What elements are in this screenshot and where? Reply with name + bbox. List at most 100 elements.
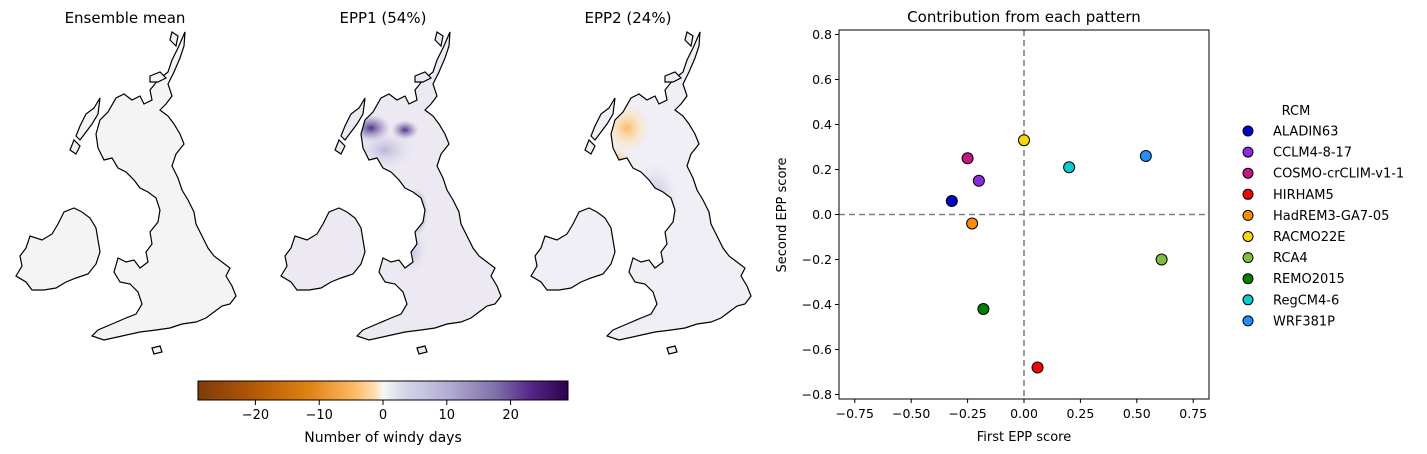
point-wrf381p (1139, 150, 1152, 162)
y-axis-label: Second EPP score (775, 158, 790, 273)
pattern-blob (392, 226, 428, 274)
britain-fill (607, 32, 751, 340)
shetland-outline (684, 31, 694, 48)
legend-label: COSMO-crCLIM-v1-1 (1273, 167, 1404, 182)
point-aladin63 (945, 195, 958, 207)
legend-marker (1242, 209, 1254, 221)
scilly-outline (666, 345, 678, 355)
orkney-outline (414, 71, 433, 83)
legend-label: ALADIN63 (1273, 125, 1338, 140)
map-title-epp1: EPP1 (54%) (340, 9, 427, 27)
legend-marker (1242, 231, 1254, 242)
y-tick-label: −0.4 (802, 297, 832, 312)
scilly-outline (416, 345, 428, 355)
point-racmo22e (1018, 134, 1030, 147)
x-tick-label: −0.50 (892, 406, 930, 421)
legend-marker (1242, 315, 1254, 327)
britain-outline (605, 31, 752, 341)
y-tick-label: −0.8 (802, 387, 832, 402)
hebrides-outline (590, 97, 616, 141)
x-tick-label: −0.25 (948, 406, 986, 421)
ireland-outline (15, 207, 101, 291)
map-2 (280, 31, 502, 355)
hebrides-outline (75, 97, 101, 141)
legend-label: RACMO22E (1273, 230, 1345, 245)
colorbar-tick-label: 20 (502, 408, 519, 423)
x-axis-label: First EPP score (977, 430, 1071, 445)
legend-label: CCLM4-8-17 (1273, 146, 1352, 161)
point-regcm4-6 (1063, 161, 1076, 174)
map-title-ensemble-mean: Ensemble mean (65, 9, 186, 27)
legend-marker (1242, 188, 1254, 200)
chart-title: Contribution from each pattern (907, 8, 1141, 26)
point-remo2015 (977, 303, 990, 315)
legend-label: RCA4 (1273, 251, 1308, 266)
y-tick-label: −0.2 (802, 252, 832, 267)
x-tick-label: 0.50 (1123, 406, 1151, 421)
legend-marker (1242, 146, 1254, 158)
colorbar-label: Number of windy days (304, 430, 462, 446)
pattern-blob (608, 146, 628, 174)
colorbar-ticks: −20 −10 0 10 20 (242, 400, 519, 423)
y-axis-ticks: 0.8 0.6 0.4 0.2 0.0 −0.2 −0.4 −0.6 −0.8 (802, 27, 839, 402)
legend-label: HIRHAM5 (1273, 188, 1334, 203)
point-cclm4-8-17 (972, 174, 985, 187)
shetland-outline (169, 31, 179, 48)
point-hadrem3-ga7-05 (966, 217, 979, 230)
colorbar-tick-label: 10 (439, 408, 456, 423)
ireland-outline (530, 207, 616, 291)
colorbar-tick-label: −10 (305, 408, 332, 423)
x-axis-ticks: −0.75 −0.50 −0.25 0.00 0.25 0.50 0.75 (836, 399, 1207, 421)
colorbar: −20 −10 0 10 20 Number of windy days (197, 380, 569, 446)
x-tick-label: 0.00 (1010, 406, 1038, 421)
britain-fill (92, 32, 236, 340)
legend-marker (1242, 167, 1254, 179)
point-hirham5 (1031, 361, 1044, 374)
legend-marker (1242, 252, 1254, 264)
legend-label: HadREM3-GA7-05 (1273, 209, 1389, 224)
colorbar-tick-label: 0 (379, 408, 387, 423)
scatter-panel: Contribution from each pattern −0.75 −0.5… (775, 8, 1210, 445)
hebrides-outline (69, 138, 81, 155)
maps-panel (15, 31, 752, 355)
legend-marker (1242, 294, 1254, 306)
point-cosmo-crclim-v1-1 (961, 152, 974, 165)
colorbar-tick-label: −20 (242, 408, 269, 423)
hebrides-outline (340, 97, 366, 141)
legend-label: WRF381P (1273, 314, 1335, 329)
legend-marker (1242, 273, 1254, 285)
britain-outline (355, 31, 502, 341)
y-tick-label: 0.6 (812, 72, 832, 87)
legend-title: RCM (1282, 104, 1311, 119)
x-tick-label: 0.25 (1066, 406, 1094, 421)
colorbar-gradient (197, 380, 569, 401)
x-tick-label: −0.75 (836, 406, 874, 421)
y-tick-label: 0.0 (812, 207, 832, 222)
legend: RCM ALADIN63 CCLM4-8-17 COSMO-crCLIM-v1-1 H… (1242, 104, 1404, 329)
orkney-outline (664, 71, 683, 83)
map-title-epp2: EPP2 (24%) (585, 9, 672, 27)
britain-outline (90, 31, 237, 341)
hebrides-outline (334, 138, 346, 155)
legend-label: RegCM4-6 (1273, 293, 1339, 308)
y-tick-label: 0.2 (812, 162, 832, 177)
hebrides-outline (584, 138, 596, 155)
point-rca4 (1155, 253, 1168, 266)
pattern-blob (607, 296, 660, 324)
orkney-outline (149, 71, 168, 83)
scatter-points (945, 134, 1168, 374)
britain-fill (357, 32, 501, 340)
reference-lines (839, 30, 1209, 399)
legend-items: ALADIN63 CCLM4-8-17 COSMO-crCLIM-v1-1 HIRHA… (1242, 125, 1404, 329)
pattern-blob (357, 298, 408, 322)
map-3 (530, 31, 752, 355)
map-1 (15, 31, 237, 355)
x-tick-label: 0.75 (1179, 406, 1207, 421)
shetland-outline (434, 31, 444, 48)
ireland-outline (280, 207, 366, 291)
legend-label: REMO2015 (1273, 272, 1345, 287)
y-tick-label: −0.6 (802, 342, 832, 357)
y-tick-label: 0.8 (812, 27, 832, 42)
legend-marker (1242, 125, 1254, 137)
